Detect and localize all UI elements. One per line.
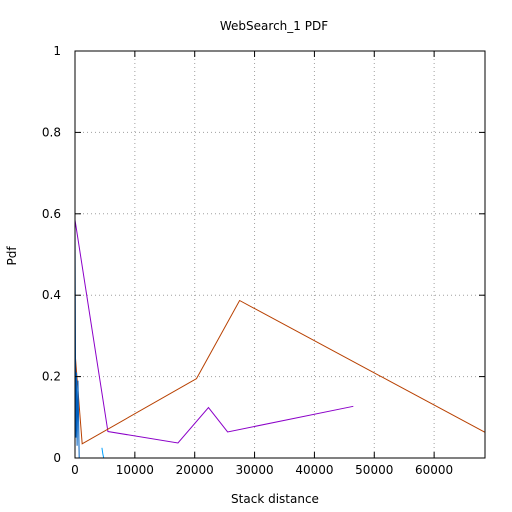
- x-tick-label: 0: [71, 463, 79, 477]
- y-tick-label: 0.8: [42, 125, 61, 139]
- series-layer: [74, 219, 486, 459]
- series-line-3: [74, 221, 80, 459]
- x-tick-label: 40000: [295, 463, 333, 477]
- y-tick-label: 0: [53, 451, 61, 465]
- y-tick-label: 0.2: [42, 370, 61, 384]
- x-tick-label: 20000: [176, 463, 214, 477]
- x-tick-label: 10000: [116, 463, 154, 477]
- grid-layer: [75, 51, 485, 458]
- series-line-1: [74, 219, 354, 444]
- y-tick-label: 0.6: [42, 207, 61, 221]
- series-line-2: [74, 299, 486, 445]
- series-line-4: [101, 447, 105, 459]
- x-tick-label: 30000: [235, 463, 273, 477]
- y-tick-label: 0.4: [42, 288, 61, 302]
- plot-frame: [74, 50, 486, 459]
- y-axis-label: Pdf: [5, 246, 19, 266]
- y-tick-label: 1: [53, 44, 61, 58]
- x-tick-label: 60000: [415, 463, 453, 477]
- x-tick-label: 50000: [355, 463, 393, 477]
- tick-label-layer: 0 10000 20000 30000 40000 50000 60000 0 0.2 0.4 0.…: [42, 44, 453, 477]
- tick-layer: [74, 50, 485, 459]
- x-axis-label: Stack distance: [231, 492, 319, 506]
- chart-title: WebSearch_1 PDF: [220, 19, 328, 33]
